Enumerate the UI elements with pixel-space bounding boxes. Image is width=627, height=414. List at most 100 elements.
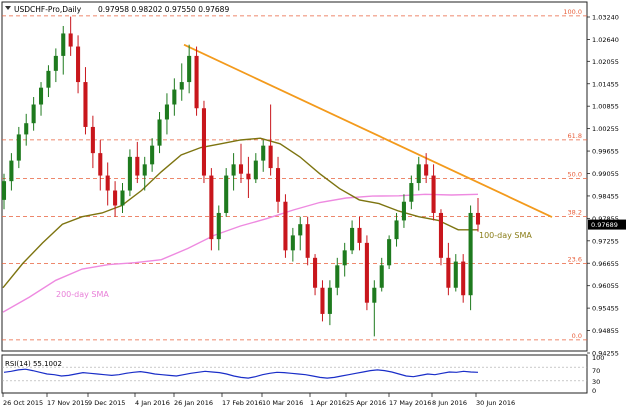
candle: [1, 173, 7, 210]
candle-body: [313, 257, 318, 288]
candle: [98, 140, 103, 191]
candle: [253, 153, 258, 184]
date-tick-label: 17 May 2016: [389, 399, 431, 407]
candle-body: [46, 70, 51, 88]
price-tick-label: 0.96055: [592, 282, 619, 290]
fib-label-3: 38.2: [568, 209, 582, 217]
candle-body: [327, 287, 332, 314]
candle: [187, 44, 192, 94]
candle: [127, 149, 132, 197]
date-axis: 26 Oct 2015 17 Nov 2015 9 Dec 2015 4 Jan 20…: [2, 393, 515, 407]
candle: [453, 254, 458, 292]
candle: [468, 205, 473, 311]
candle: [350, 220, 355, 255]
fib-label-1: 61.8: [568, 132, 582, 140]
candle: [372, 280, 377, 337]
current-price-label: 0.97689: [591, 221, 618, 229]
candle: [209, 168, 214, 251]
price-tick-label: 0.94855: [592, 327, 619, 335]
candle-body: [246, 173, 251, 180]
chart-header: USDCHF-Pro,Daily 0.97958 0.98202 0.97550…: [5, 5, 229, 14]
candle-body: [9, 160, 14, 182]
candle: [238, 143, 244, 184]
date-tick-label: 25 Apr 2016: [346, 399, 386, 407]
candle: [83, 67, 88, 135]
candle-body: [305, 224, 310, 258]
candle: [327, 280, 332, 326]
candle-body: [68, 33, 73, 47]
candle-body: [98, 153, 103, 176]
candle-body: [387, 239, 392, 266]
candle-body: [105, 175, 110, 191]
price-tick-label: 1.00255: [592, 125, 619, 133]
candle-body: [187, 55, 192, 83]
candle-body: [38, 87, 44, 105]
candle: [438, 209, 444, 266]
candle-body: [446, 257, 451, 288]
candle: [446, 242, 451, 296]
symbol-label: USDCHF-Pro,Daily: [14, 5, 82, 14]
candle: [16, 126, 21, 169]
candle-body: [253, 160, 258, 180]
candle-body: [261, 145, 266, 161]
candle-body: [394, 220, 399, 240]
price-tick-label: 0.94255: [592, 350, 619, 358]
candle: [335, 257, 340, 296]
candle: [387, 235, 392, 270]
price-tick-label: 0.96655: [592, 260, 619, 268]
candle: [194, 46, 199, 116]
price-tick-label: 1.02055: [592, 58, 619, 66]
rsi-line: [3, 368, 479, 379]
candle-body: [142, 164, 147, 176]
price-tick-label: 0.95455: [592, 305, 619, 313]
candle-body: [31, 104, 36, 124]
candle-body: [150, 145, 155, 165]
rsi-label: RSI(14) 55.1002: [5, 360, 62, 368]
date-tick-label: 9 Dec 2015: [88, 399, 125, 407]
candle-body: [90, 126, 95, 154]
trendline-layer: [183, 43, 553, 218]
candle-body: [357, 227, 362, 243]
candle: [142, 156, 147, 191]
candle-body: [16, 134, 21, 161]
fib-label-2: 50.0: [568, 170, 582, 178]
candle: [261, 140, 266, 172]
date-tick-label: 26 Jan 2016: [174, 399, 213, 407]
date-tick-label: 10 Mar 2016: [262, 399, 303, 407]
candle: [342, 242, 347, 277]
candle: [105, 162, 110, 206]
candle-body: [83, 82, 88, 127]
sma100-label: 100-day SMA: [479, 231, 532, 240]
candle: [364, 235, 369, 311]
candle-body: [172, 89, 177, 105]
candle: [320, 280, 325, 322]
candle: [357, 216, 362, 251]
candle: [424, 153, 429, 184]
current-price-box: [588, 219, 626, 230]
candle-body: [113, 190, 118, 206]
current-price-marker: 0.97689: [588, 219, 626, 230]
candle-body: [216, 212, 221, 240]
fibonacci-levels: 100.0 61.8 50.0 38.2 23.6 0.0: [2, 8, 587, 341]
fib-label-5: 0.0: [572, 332, 582, 340]
sma200-label: 200-day SMA: [56, 290, 109, 299]
candle-body: [461, 261, 466, 296]
candle: [150, 138, 155, 172]
rsi-tick-label: 0: [592, 387, 596, 395]
candle-body: [320, 287, 325, 314]
candle-body: [275, 168, 281, 202]
candle-body: [475, 212, 481, 225]
candle: [68, 16, 73, 56]
date-tick-label: 30 Jun 2016: [476, 399, 515, 407]
price-tick-label: 0.99655: [592, 148, 619, 156]
candle: [461, 254, 466, 303]
candle: [9, 153, 14, 191]
candle: [31, 97, 36, 131]
main-panel-frame: [1, 1, 588, 352]
candle-body: [76, 46, 81, 83]
candle: [46, 65, 51, 98]
candle: [61, 25, 66, 75]
candle: [135, 141, 140, 184]
candle-body: [127, 156, 132, 191]
